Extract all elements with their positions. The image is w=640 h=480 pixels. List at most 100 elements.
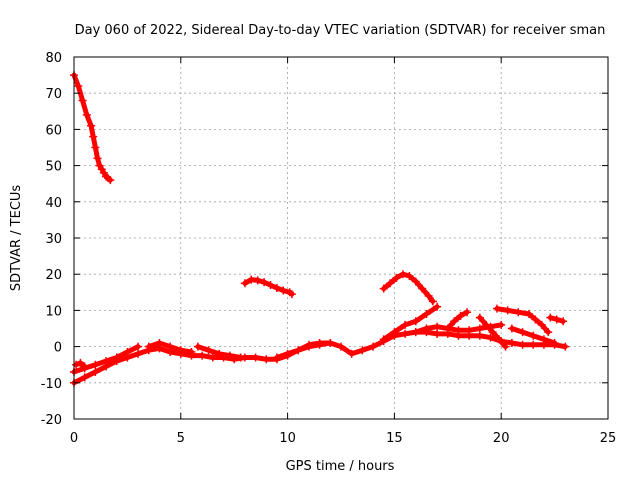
data-point <box>392 273 401 282</box>
data-point <box>74 81 83 90</box>
data-point <box>315 340 324 349</box>
data-point <box>411 328 420 337</box>
chart-title: Day 060 of 2022, Sidereal Day-to-day VTE… <box>75 23 606 38</box>
data-point <box>524 310 533 319</box>
data-point <box>80 373 89 382</box>
data-point <box>379 284 388 293</box>
series-arc-13 <box>475 313 510 351</box>
data-point <box>72 360 81 369</box>
data-point <box>272 353 281 362</box>
data-point <box>134 342 143 351</box>
series-arc-2 <box>240 275 296 299</box>
data-point <box>390 328 399 337</box>
data-point <box>91 367 100 376</box>
data-point <box>428 297 437 306</box>
data-point <box>287 290 296 299</box>
data-point <box>552 315 561 324</box>
data-point <box>91 143 100 152</box>
data-point <box>422 324 431 333</box>
data-point <box>507 338 516 347</box>
data-point <box>443 324 452 333</box>
series-arc-10 <box>379 302 442 344</box>
data-point <box>112 353 121 362</box>
data-point <box>433 322 442 331</box>
series-arc-3 <box>379 270 437 306</box>
data-point <box>386 279 395 288</box>
data-point <box>166 342 175 351</box>
data-point <box>82 110 91 119</box>
data-point <box>236 353 245 362</box>
data-point <box>475 324 484 333</box>
series-arc-15 <box>507 324 559 347</box>
data-point <box>529 340 538 349</box>
data-point <box>544 328 553 337</box>
data-point <box>260 278 269 287</box>
data-point <box>537 320 546 329</box>
y-tick-label: 30 <box>45 232 62 247</box>
data-point <box>379 335 388 344</box>
data-point <box>531 315 540 324</box>
data-point <box>198 351 207 360</box>
y-axis-label: SDTVAR / TECUs <box>9 185 24 292</box>
data-point <box>358 346 367 355</box>
data-point <box>253 276 262 285</box>
y-tick-label: 0 <box>54 341 62 356</box>
data-point <box>123 348 132 357</box>
data-point <box>514 308 523 317</box>
data-point <box>279 286 288 295</box>
data-point <box>433 329 442 338</box>
data-point <box>204 346 213 355</box>
data-point <box>518 340 527 349</box>
data-point <box>106 176 115 185</box>
series-line <box>381 304 440 342</box>
x-tick-label: 5 <box>177 431 185 446</box>
data-point <box>422 310 431 319</box>
data-layer <box>70 71 570 387</box>
data-point <box>529 331 538 340</box>
data-point <box>89 132 98 141</box>
data-point <box>401 320 410 329</box>
data-point <box>176 346 185 355</box>
data-point <box>215 349 224 358</box>
y-tick-label: 50 <box>45 160 62 175</box>
data-point <box>450 317 459 326</box>
x-tick-label: 20 <box>493 431 510 446</box>
data-point <box>304 342 313 351</box>
data-point <box>492 304 501 313</box>
data-point <box>208 353 217 362</box>
x-axis-label: GPS time / hours <box>286 459 395 474</box>
x-tick-label: 15 <box>386 431 403 446</box>
data-point <box>134 349 143 358</box>
tick-layer: 0 5 10 15 20 25 -20 -10 0 10 20 30 40 50 60 70 80 <box>41 51 617 446</box>
series-arc-8 <box>193 342 245 362</box>
data-point <box>518 328 527 337</box>
x-tick-label: 25 <box>600 431 617 446</box>
data-point <box>561 342 570 351</box>
data-point <box>433 302 442 311</box>
data-point <box>283 349 292 358</box>
data-point <box>326 338 335 347</box>
data-point <box>465 326 474 335</box>
data-point <box>503 306 512 315</box>
data-point <box>495 335 504 344</box>
data-point <box>294 346 303 355</box>
data-point <box>240 279 249 288</box>
y-tick-label: 70 <box>45 87 62 102</box>
data-point <box>193 342 202 351</box>
data-point <box>87 121 96 130</box>
data-point <box>539 335 548 344</box>
data-point <box>187 348 196 357</box>
data-point <box>475 313 484 322</box>
data-point <box>486 333 495 342</box>
data-point <box>463 308 472 317</box>
data-point <box>501 342 510 351</box>
data-point <box>405 272 414 281</box>
data-point <box>347 349 356 358</box>
data-point <box>78 96 87 105</box>
data-point <box>424 291 433 300</box>
data-point <box>266 281 275 290</box>
series-arc-14 <box>492 304 553 337</box>
y-tick-label: 20 <box>45 268 62 283</box>
x-tick-label: 0 <box>70 431 78 446</box>
